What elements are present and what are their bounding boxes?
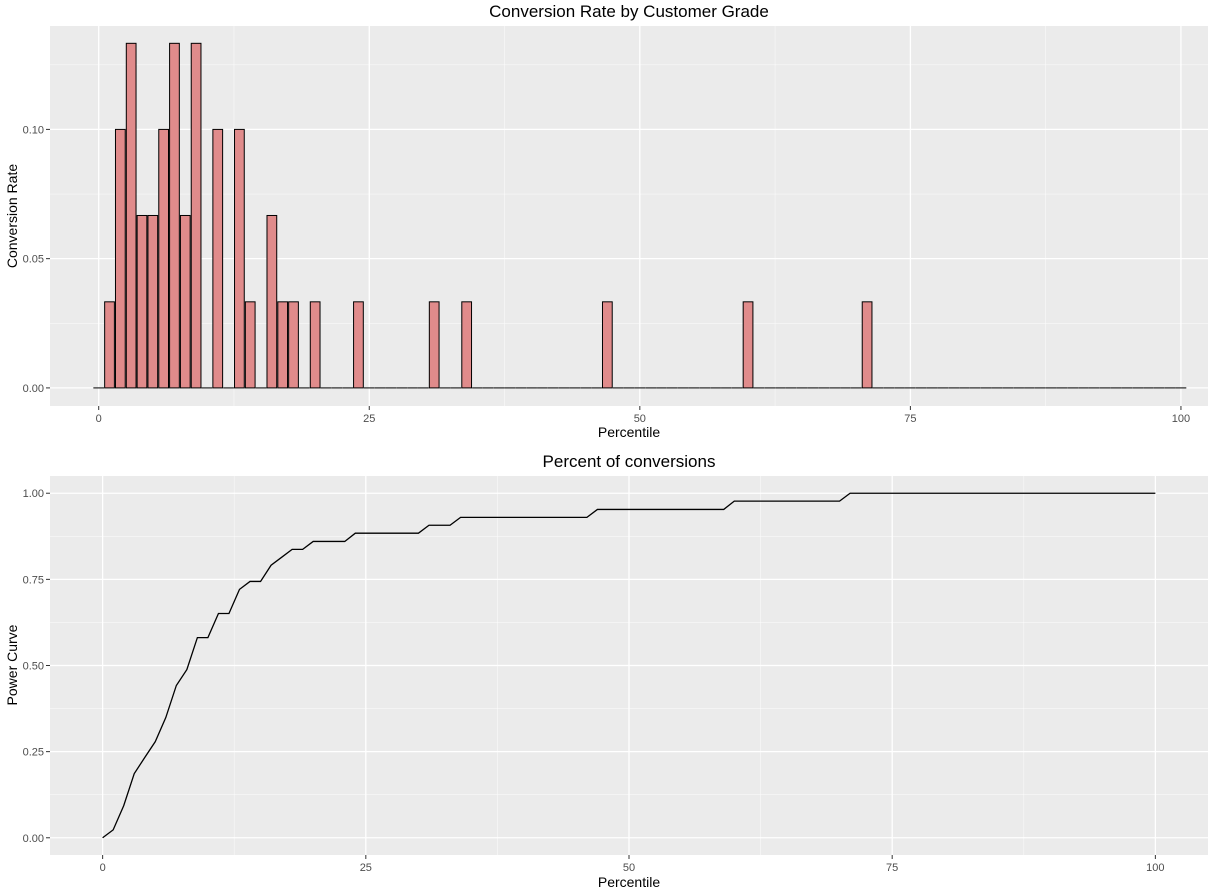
x-tick-label: 50 (623, 862, 635, 874)
bar (179, 214, 191, 389)
x-tick-label: 0 (96, 413, 102, 425)
bar (266, 214, 278, 389)
bar-chart: Conversion Rate by Customer Grade 0 25 50 7… (4, 2, 1208, 440)
bar (742, 301, 754, 389)
x-tick-label: 0 (100, 862, 106, 874)
line-chart-series (102, 492, 1156, 839)
bar (136, 214, 148, 389)
bar (601, 301, 613, 389)
y-tick-label: 0.05 (23, 254, 44, 266)
line-chart-x-ticks: 0 25 50 75 100 (100, 855, 1165, 874)
bar (169, 42, 180, 389)
y-tick-label: 0.50 (23, 661, 44, 673)
line-chart: Percent of conversions 0 25 50 75 100 0.000.… (4, 452, 1208, 890)
line-chart-y-axis-title: Power Curve (4, 624, 20, 705)
y-tick-label: 0.10 (23, 124, 44, 136)
bar-chart-panel-background (50, 26, 1208, 406)
x-tick-label: 50 (634, 413, 646, 425)
x-tick-label: 25 (360, 862, 372, 874)
bar (125, 42, 137, 389)
y-tick-label: 0.75 (23, 574, 44, 586)
x-tick-label: 100 (1172, 413, 1190, 425)
power-curve-line (102, 492, 1156, 839)
bar (353, 301, 364, 389)
bar (190, 42, 202, 389)
bar-chart-y-axis-title: Conversion Rate (4, 164, 20, 268)
x-tick-label: 75 (886, 862, 898, 874)
bar-chart-title: Conversion Rate by Customer Grade (489, 2, 769, 21)
line-chart-x-axis-title: Percentile (598, 874, 660, 890)
bar (428, 301, 440, 389)
bar (309, 301, 321, 389)
bar-chart-y-ticks: 0.00 0.05 0.10 (23, 124, 50, 395)
bar (234, 128, 245, 389)
y-tick-label: 1.00 (23, 488, 44, 500)
bar (114, 128, 126, 389)
x-tick-label: 75 (904, 413, 916, 425)
bar-chart-bars (93, 42, 1187, 389)
x-tick-label: 100 (1146, 862, 1164, 874)
y-tick-label: 0.00 (23, 833, 44, 845)
bar (212, 128, 224, 389)
bar (861, 301, 873, 389)
bar (104, 301, 115, 389)
bar (147, 214, 159, 389)
bar (244, 301, 256, 389)
line-chart-title: Percent of conversions (543, 452, 716, 471)
bar-chart-x-axis-title: Percentile (598, 424, 660, 440)
y-tick-label: 0.00 (23, 383, 44, 395)
line-chart-gridlines (50, 476, 1208, 855)
bar (277, 301, 289, 389)
bar (158, 128, 170, 389)
bar-chart-x-ticks: 0 25 50 75 100 (96, 406, 1190, 425)
x-tick-label: 25 (363, 413, 375, 425)
bar (288, 301, 299, 389)
bar (461, 301, 473, 389)
y-tick-label: 0.25 (23, 747, 44, 759)
line-chart-y-ticks: 0.00 0.25 0.50 0.75 1.00 (23, 488, 50, 845)
